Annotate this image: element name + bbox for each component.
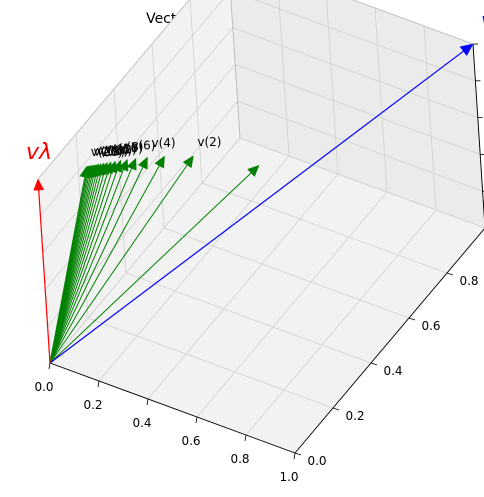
iterate-arrow-shaft [49,165,160,364]
grid-line [40,0,224,217]
axis-panes [38,0,484,453]
x-tick-mark [146,398,149,406]
iterate-arrow-head [154,155,165,169]
x-tick-mark [195,416,198,424]
iterate-arrow-head [247,164,260,178]
y-tick-mark [332,407,340,411]
grid-line [278,0,290,157]
iterate-label: v(20) [91,145,123,159]
grid-line [87,317,334,409]
floor-pane [50,138,484,453]
pane-edge [352,0,474,45]
iterate-arrow-head [126,157,137,171]
iterate-arrow-shaft [49,172,252,364]
grid-line [163,227,410,319]
iterate-label: v(18) [94,145,126,159]
y-tick-label: 0.6 [421,319,440,333]
grid-line [113,88,127,274]
v-label: v [481,9,484,34]
grid-line [49,137,241,364]
x-tick-label: 0.6 [181,434,200,448]
iterate-arrow-shaft [49,166,144,364]
iterate-label: v(12) [105,142,137,156]
y-tick-label: 0.4 [383,364,402,378]
v-lambda-label: vλ [26,140,52,165]
grid-line [201,182,448,274]
v-lambda-arrow-shaft [38,189,51,364]
y-axis-line [294,228,484,454]
iterate-arrow-shaft [49,172,109,364]
iterate-label: v(8) [119,140,143,154]
grid-line [42,27,234,253]
pane-edge [37,0,190,180]
v-lambda-arrow-head [33,178,45,191]
iterate-arrow-head [118,158,129,172]
x-tick-label: 1.0 [279,470,298,484]
x-tick-label: 0.8 [230,452,249,466]
grid-line [239,137,484,229]
grid-line [423,25,437,211]
tick-labels: 0.00.00.00.20.20.20.40.40.40.60.60.60.80… [34,274,478,484]
x-tick-mark [97,380,100,388]
iterate-arrow-shaft [49,170,118,364]
iterate-label: v(4) [152,136,176,150]
v-arrow-shaft [49,50,464,364]
y-tick-label: 0.2 [345,409,364,423]
y-tick-mark [370,362,378,366]
y-tick-mark [446,272,454,276]
grid-line [254,0,476,82]
grid-line [235,64,481,155]
iterate-arrow-head [137,156,148,170]
x-tick-mark [293,452,296,460]
grid-line [189,0,203,184]
z-axis-line [472,43,484,220]
grid-line [98,155,290,382]
x-axis-line [49,362,296,454]
iterate-label: v(16) [97,144,129,158]
vector-labels: v(2) v(4)v(6)v(8)v(10)v(12)v(14)v(16)v(18… [26,9,484,165]
x-tick-mark [48,362,51,370]
iterate-arrow-head [182,155,194,169]
x-tick-mark [244,434,247,442]
back-pane [231,0,484,228]
v-arrow-head [459,43,474,57]
grid-line [151,43,165,229]
iterate-label: v(2) [197,135,221,149]
x-tick-label: 0.4 [132,416,151,430]
iterate-label: v(6) [131,138,155,152]
grid-line [326,0,339,175]
iterate-arrow-shaft [49,172,105,364]
grid-line [196,191,388,418]
y-tick-mark [408,317,416,321]
iterate-arrow-shaft [49,171,113,364]
iterate-arrow-shaft [49,168,133,364]
grid-line [125,272,372,364]
grid-line [237,100,483,192]
grid-line [245,209,437,436]
grid-line [47,100,238,327]
y-tick-label: 0.0 [307,454,326,468]
pane-edge [230,0,241,139]
vectors [33,43,474,364]
iterate-label: v(14) [100,143,132,157]
grid-line [374,7,388,193]
iterate-label: v(10) [111,141,143,155]
axis-lines [37,0,484,460]
iterate-arrow-shaft [49,169,124,364]
x-tick-label: 0.0 [34,380,53,394]
grid-line [232,27,478,118]
grid-line [147,173,339,400]
y-tick-mark [294,452,302,456]
y-tick-label: 0.8 [459,274,478,288]
iterate-arrow-shaft [49,164,188,364]
x-tick-label: 0.2 [83,398,102,412]
